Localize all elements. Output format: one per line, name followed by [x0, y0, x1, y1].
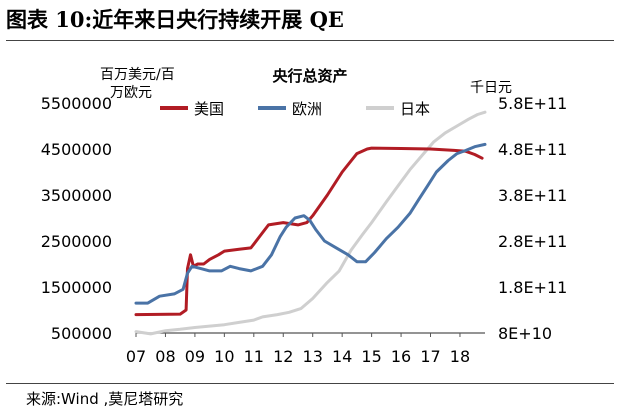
y-left-tick-label: 2500000 [41, 232, 112, 251]
x-tick-label: 08 [155, 347, 175, 366]
x-tick-label: 07 [126, 347, 146, 366]
left-axis-unit-line: 万欧元 [110, 85, 152, 101]
legend: 美国 欧洲 日本 [160, 100, 430, 118]
x-tick-label: 16 [391, 347, 411, 366]
legend-label-jp: 日本 [400, 100, 430, 118]
y-left-tick-label: 500000 [51, 324, 112, 343]
source-note: 来源:Wind ,莫尼塔研究 [26, 390, 184, 408]
x-tick-label: 10 [214, 347, 234, 366]
chart-title: 央行总资产 [272, 67, 347, 85]
right-axis-unit: 千日元 [470, 80, 512, 96]
legend-label-eu: 欧洲 [292, 100, 322, 118]
legend-label-us: 美国 [194, 100, 224, 118]
x-tick-label: 13 [303, 347, 323, 366]
figure-title: 图表 10:近年来日央行持续开展 QE [6, 7, 344, 32]
x-tick-label: 14 [332, 347, 352, 366]
source-rule [6, 383, 614, 384]
y-right-tick-label: 1.8E+11 [498, 278, 567, 297]
y-right-tick-label: 2.8E+11 [498, 232, 567, 251]
title-rule [6, 40, 614, 41]
y-left-tick-label: 4500000 [41, 140, 112, 159]
y-right-tick-label: 5.8E+11 [498, 94, 567, 113]
x-tick-label: 09 [185, 347, 205, 366]
y-left-tick-label: 3500000 [41, 186, 112, 205]
series-line-us [134, 146, 484, 317]
y-right-tick-label: 8E+10 [498, 324, 552, 343]
x-tick-label: 15 [361, 347, 381, 366]
y-left-tick-label: 5500000 [41, 94, 112, 113]
x-tick-label: 11 [244, 347, 264, 366]
axes: 5500000 4500000 3500000 2500000 1500000 50000… [41, 94, 568, 366]
series-line-jp [134, 110, 487, 336]
series-layer [134, 110, 487, 336]
left-axis-unit: 百万美元/百万欧元 [100, 67, 175, 101]
y-right-tick-label: 3.8E+11 [498, 186, 567, 205]
x-tick-label: 18 [450, 347, 470, 366]
left-axis-unit-line: 百万美元/百 [100, 67, 175, 83]
y-left-tick-label: 1500000 [41, 278, 112, 297]
series-line-eu [134, 142, 487, 305]
y-right-tick-label: 4.8E+11 [498, 140, 567, 159]
x-tick-label: 12 [273, 347, 293, 366]
x-tick-label: 17 [420, 347, 440, 366]
